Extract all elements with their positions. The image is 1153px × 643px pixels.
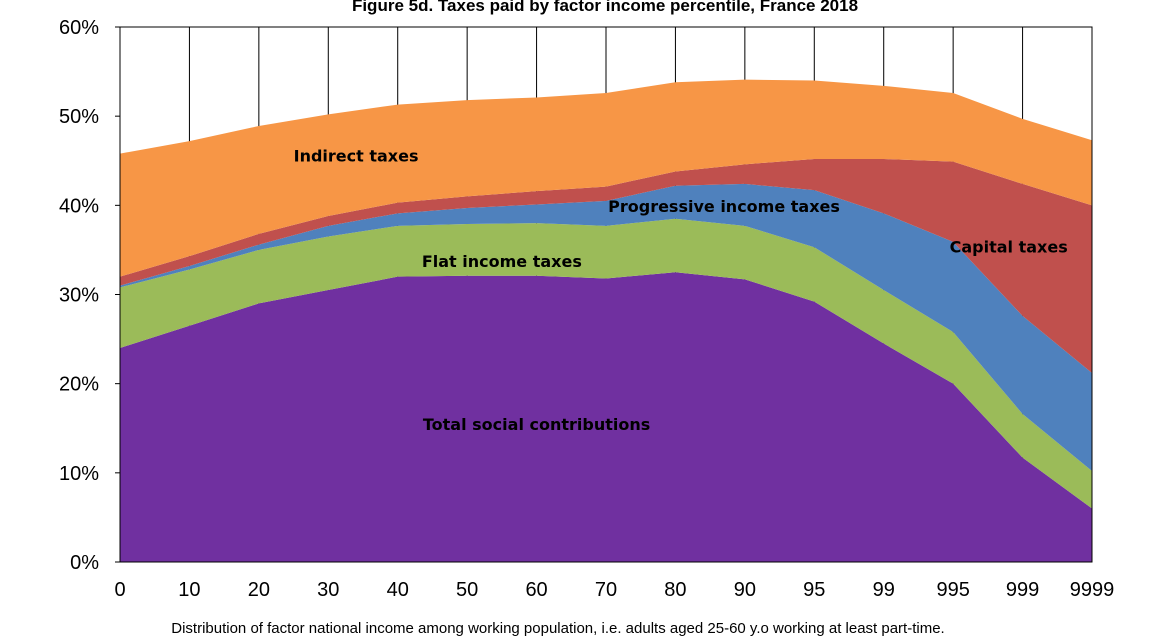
label-total-social-contributions: Total social contributions — [423, 415, 650, 434]
x-tick-label: 999 — [1006, 579, 1039, 601]
x-tick-label: 0 — [114, 579, 125, 601]
y-tick-label: 10% — [59, 463, 99, 485]
y-tick-label: 50% — [59, 106, 99, 128]
x-tick-label: 95 — [803, 579, 825, 601]
x-tick-label: 30 — [317, 579, 339, 601]
x-tick-label: 995 — [936, 579, 969, 601]
y-tick-label: 0% — [70, 552, 99, 574]
x-tick-label: 20 — [248, 579, 270, 601]
x-tick-label: 99 — [873, 579, 895, 601]
chart-subtitle: Distribution of factor national income a… — [171, 620, 945, 637]
area-capital-taxes — [120, 158, 1092, 373]
x-tick-label: 60 — [525, 579, 547, 601]
label-flat-income-taxes: Flat income taxes — [422, 252, 582, 271]
x-tick-label: 70 — [595, 579, 617, 601]
x-tick-label: 50 — [456, 579, 478, 601]
label-indirect-taxes: Indirect taxes — [294, 147, 419, 166]
x-tick-label: 9999 — [1070, 579, 1115, 601]
area-total-social-contributions — [120, 272, 1092, 562]
x-tick-label: 10 — [178, 579, 200, 601]
y-tick-label: 20% — [59, 374, 99, 396]
y-axis-ticks: 0% 10% 20% 30% 40% 50% 60% — [59, 17, 120, 574]
label-capital-taxes: Capital taxes — [950, 237, 1068, 256]
x-tick-label: 40 — [387, 579, 409, 601]
y-tick-label: 30% — [59, 285, 99, 307]
series-labels: Total social contributions Flat income ta… — [294, 147, 1068, 434]
y-tick-label: 40% — [59, 195, 99, 217]
area-flat-income-taxes — [120, 218, 1092, 509]
area-layer — [120, 79, 1092, 562]
area-progressive-income-taxes — [120, 183, 1092, 472]
label-progressive-income-taxes: Progressive income taxes — [608, 197, 840, 216]
area-indirect-taxes — [120, 79, 1092, 277]
x-axis-ticks: 0 10 20 30 40 50 60 70 80 90 95 99 995 999 9999 — [114, 579, 1114, 601]
chart-title: Figure 5d. Taxes paid by factor income p… — [351, 0, 859, 15]
x-tick-label: 90 — [734, 579, 756, 601]
y-tick-label: 60% — [59, 17, 99, 39]
x-tick-label: 80 — [664, 579, 686, 601]
